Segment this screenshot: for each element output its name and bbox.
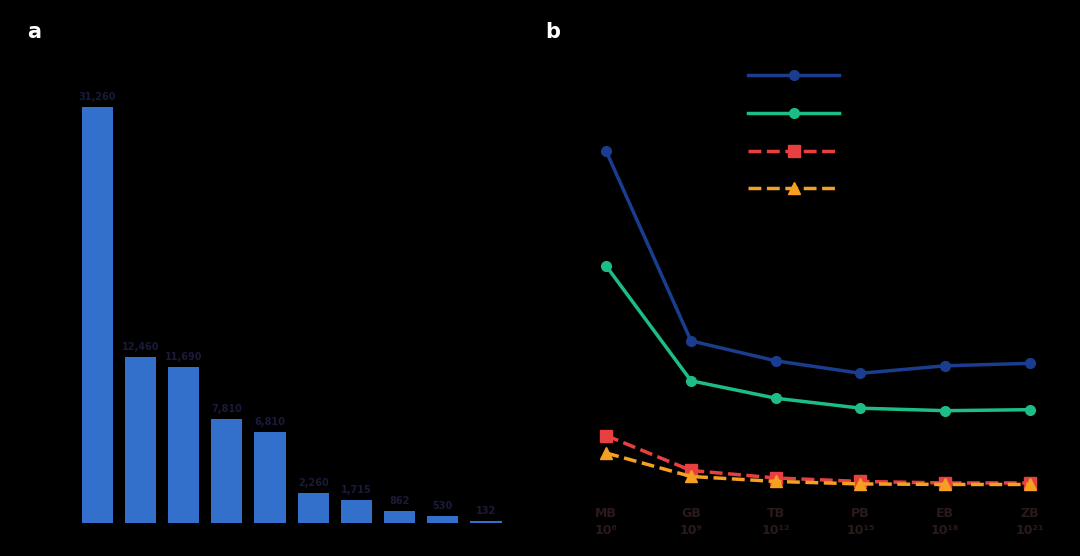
Text: 31,260: 31,260	[79, 92, 116, 102]
Text: 862: 862	[390, 496, 409, 506]
Bar	[125, 357, 156, 523]
Bar	[384, 511, 415, 523]
Bar	[255, 432, 285, 523]
Text: 2,260: 2,260	[298, 478, 328, 488]
Bar	[212, 419, 242, 523]
Bar	[471, 521, 501, 523]
Text: 12,460: 12,460	[122, 342, 159, 352]
Bar	[168, 367, 199, 523]
Bar	[428, 515, 458, 523]
Text: 7,810: 7,810	[212, 404, 242, 414]
Bar	[82, 107, 112, 523]
Text: 132: 132	[476, 506, 496, 516]
Bar	[341, 500, 372, 523]
Text: a: a	[27, 22, 41, 42]
Text: 530: 530	[433, 500, 453, 510]
Text: 1,715: 1,715	[341, 485, 372, 495]
Bar	[298, 493, 328, 523]
Text: 6,810: 6,810	[255, 417, 285, 427]
Text: 11,690: 11,690	[165, 352, 202, 362]
Text: b: b	[545, 22, 561, 42]
